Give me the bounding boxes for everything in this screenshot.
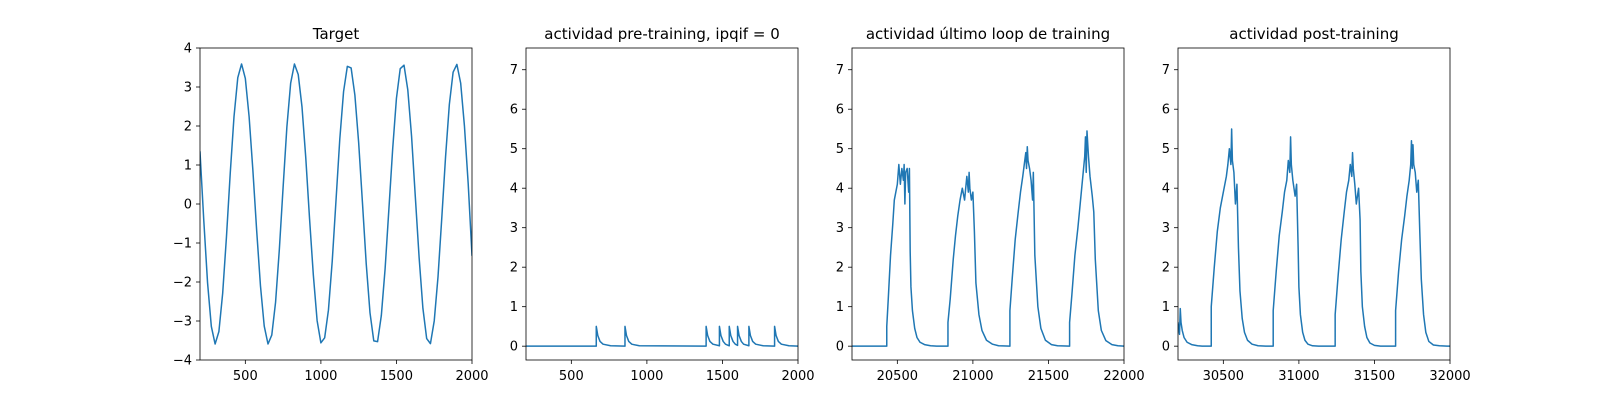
y-tick-label: 3 (1162, 221, 1170, 236)
x-tick-label: 21500 (1028, 369, 1069, 384)
x-tick-label: 21000 (952, 369, 993, 384)
y-tick-label: 0 (510, 340, 518, 355)
x-tick-label: 1500 (380, 369, 413, 384)
series-line-1 (1178, 128, 1450, 347)
panel-3: 20500 21000 21500 22000 0 1 2 3 4 5 6 7 actividad úl… (836, 25, 1145, 384)
x-tick-label: 1500 (706, 369, 739, 384)
y-tick-label: 2 (836, 261, 844, 276)
panel-4: 30500 31000 31500 32000 0 1 2 3 4 5 6 7 actividad po… (1162, 25, 1471, 384)
y-tick-label: 0 (184, 198, 192, 213)
y-tick-label: 4 (836, 182, 844, 197)
y-tick-label: 1 (510, 300, 518, 315)
y-tick-label: 1 (1162, 300, 1170, 315)
series-line-1 (526, 325, 798, 347)
y-tick-label: 3 (836, 221, 844, 236)
y-tick-label: 3 (510, 221, 518, 236)
y-tick-label: 7 (1162, 63, 1170, 78)
y-tick-label: 7 (836, 63, 844, 78)
y-tick-label: 6 (1162, 103, 1170, 118)
y-tick-label: 2 (1162, 261, 1170, 276)
y-tick-label: 0 (836, 340, 844, 355)
y-tick-label: 4 (184, 42, 192, 57)
x-tick-label: 30500 (1203, 369, 1244, 384)
x-tick-label: 32000 (1429, 369, 1470, 384)
y-tick-label: 7 (510, 63, 518, 78)
y-tick-label: 4 (510, 182, 518, 197)
x-tick-label: 500 (233, 369, 258, 384)
axes-frame (851, 47, 1125, 361)
y-tick-label: 1 (184, 159, 192, 174)
x-tick-label: 500 (559, 369, 584, 384)
panel-2: 500 1000 1500 2000 0 1 2 3 4 5 6 7 actividad pre-tra… (510, 25, 815, 384)
x-tick-label: 31000 (1278, 369, 1319, 384)
y-tick-label: 2 (510, 261, 518, 276)
y-tick-label: −1 (173, 237, 192, 252)
y-tick-label: 3 (184, 81, 192, 96)
y-tick-label: −3 (173, 315, 192, 330)
x-tick-label: 2000 (781, 369, 814, 384)
y-tick-label: 2 (184, 120, 192, 135)
panel-title: actividad último loop de training (866, 25, 1110, 43)
panel-1: 500 1000 1500 2000 −4 −3 −2 −1 0 1 2 3 4 Target (173, 25, 489, 384)
x-tick-label: 1000 (630, 369, 663, 384)
x-tick-label: 31500 (1354, 369, 1395, 384)
y-tick-label: 5 (836, 142, 844, 157)
x-tick-label: 2000 (455, 369, 488, 384)
axes-frame (1177, 47, 1451, 361)
panel-title: Target (312, 25, 360, 43)
y-tick-label: 4 (1162, 182, 1170, 197)
axes-frame (525, 47, 799, 361)
panel-title: actividad pre-training, ipqif = 0 (544, 25, 780, 43)
y-tick-label: 6 (836, 103, 844, 118)
x-tick-label: 22000 (1103, 369, 1144, 384)
y-tick-label: −2 (173, 276, 192, 291)
y-tick-label: 5 (510, 142, 518, 157)
series-line-1 (852, 130, 1124, 347)
y-tick-label: 1 (836, 300, 844, 315)
x-tick-label: 1000 (304, 369, 337, 384)
x-tick-label: 20500 (877, 369, 918, 384)
y-tick-label: 5 (1162, 142, 1170, 157)
y-tick-label: 6 (510, 103, 518, 118)
series-line-1 (200, 63, 472, 345)
panel-title: actividad post-training (1229, 25, 1398, 43)
y-tick-label: 0 (1162, 340, 1170, 355)
y-tick-label: −4 (173, 354, 192, 369)
